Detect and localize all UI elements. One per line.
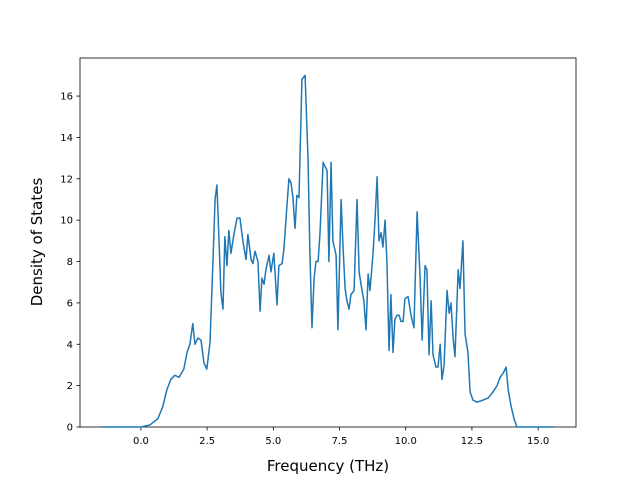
y-tick-label: 4 [67,340,73,351]
y-tick-label: 16 [60,92,73,103]
y-tick-label: 10 [60,216,73,227]
y-tick-label: 14 [60,133,73,144]
plot-frame [79,57,577,428]
x-tick-label: 10.0 [395,436,417,447]
x-tick-label: 5.0 [265,436,281,447]
y-tick-label: 8 [67,257,73,268]
y-axis-label: Density of States [28,178,46,307]
x-axis-label: Frequency (THz) [267,457,389,475]
x-tick-label: 0.0 [133,436,149,447]
x-tick-label: 12.5 [461,436,483,447]
y-tick-label: 6 [67,298,73,309]
x-tick-label: 2.5 [199,436,215,447]
line-series [101,74,555,428]
x-tick-label: 7.5 [332,436,348,447]
y-tick-label: 12 [60,174,73,185]
y-tick-label: 2 [67,381,73,392]
y-tick-label: 0 [67,423,73,434]
x-tick-label: 15.0 [527,436,549,447]
